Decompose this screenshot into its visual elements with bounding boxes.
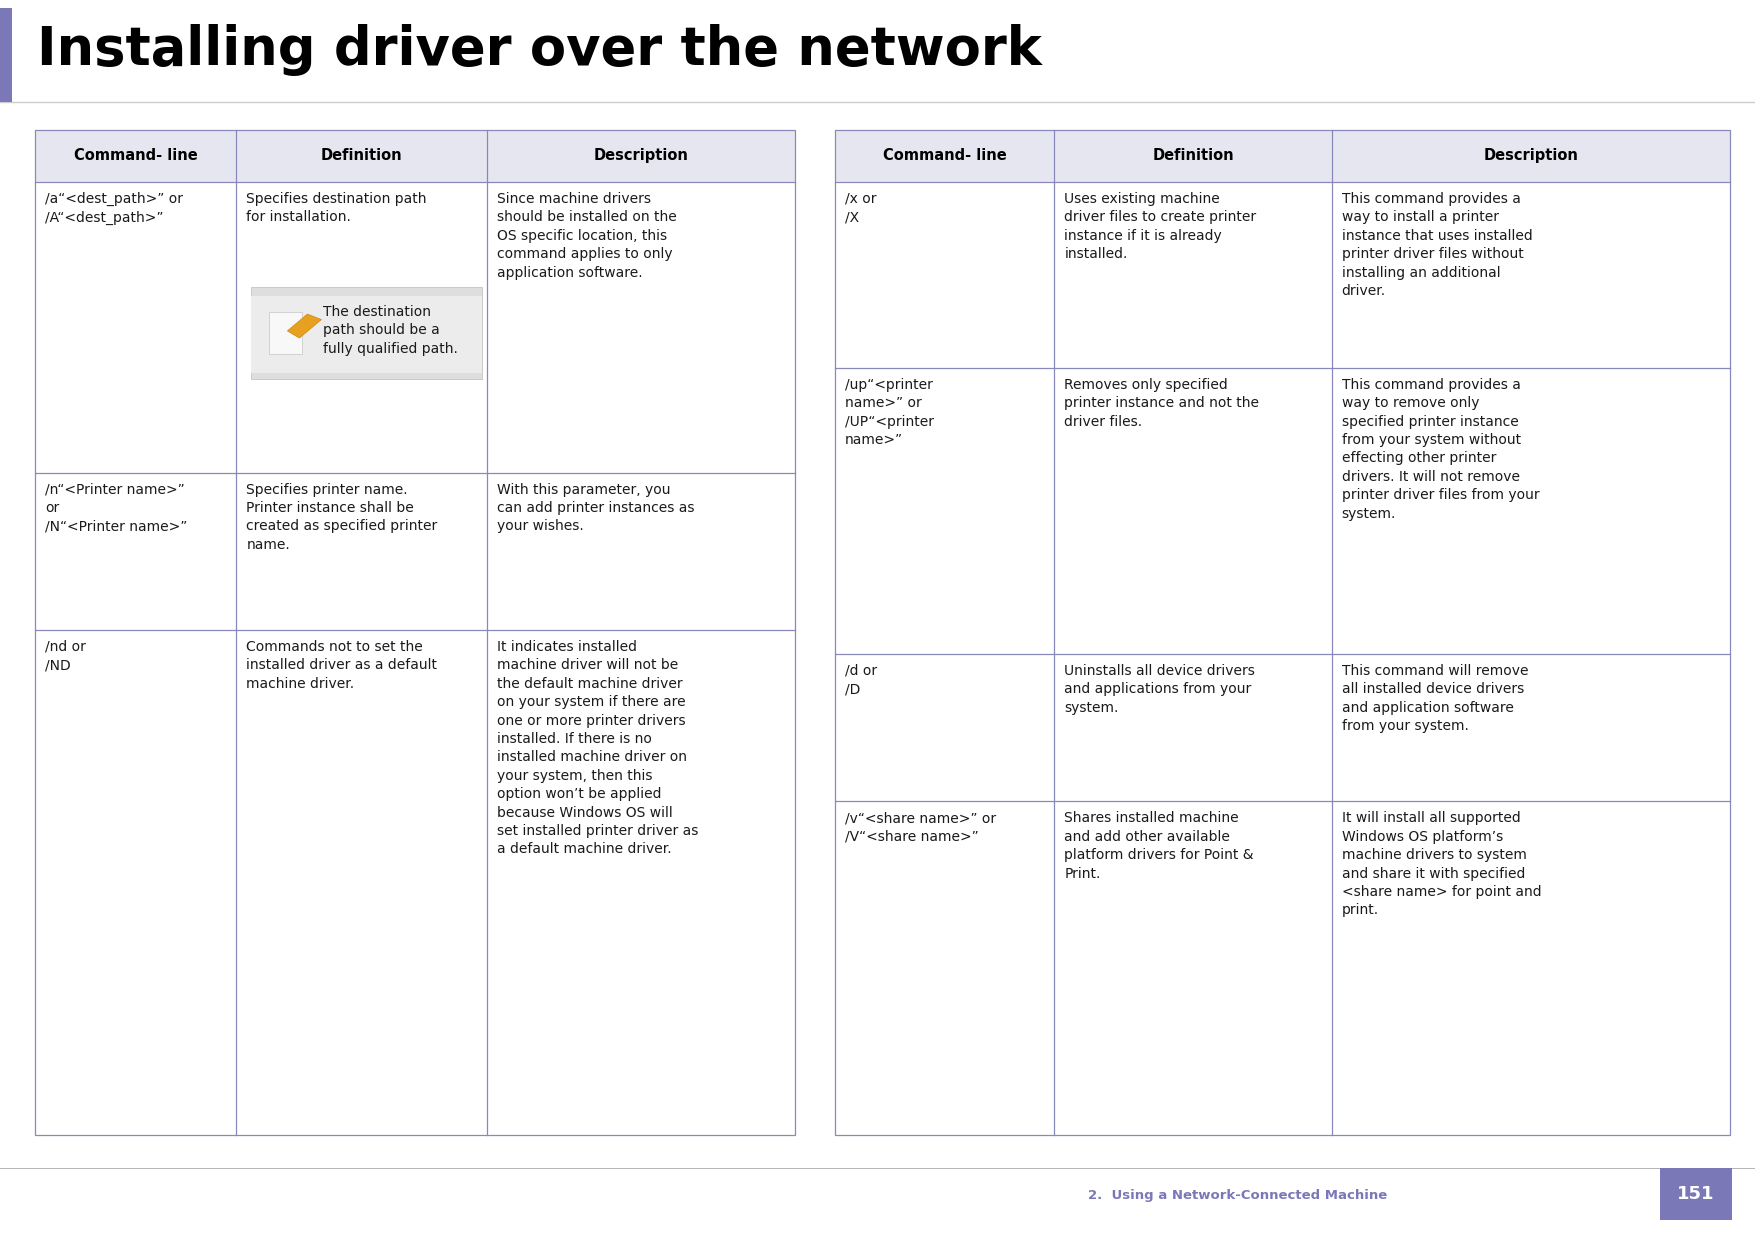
- Text: This command will remove
all installed device drivers
and application software
f: This command will remove all installed d…: [1343, 663, 1529, 733]
- Text: Removes only specified
printer instance and not the
driver files.: Removes only specified printer instance …: [1064, 378, 1260, 429]
- Text: Command- line: Command- line: [883, 149, 1007, 164]
- Bar: [251, 296, 483, 373]
- Text: /nd or
/ND: /nd or /ND: [46, 640, 86, 672]
- Text: This command provides a
way to remove only
specified printer instance
from your : This command provides a way to remove on…: [1343, 378, 1539, 521]
- Text: Specifies printer name.
Printer instance shall be
created as specified printer
n: Specifies printer name. Printer instance…: [246, 482, 437, 552]
- Text: Shares installed machine
and add other available
platform drivers for Point &
Pr: Shares installed machine and add other a…: [1064, 811, 1253, 880]
- Text: Installing driver over the network: Installing driver over the network: [37, 24, 1042, 76]
- Text: /d or
/D: /d or /D: [844, 663, 878, 696]
- Text: 151: 151: [1678, 1185, 1715, 1203]
- Bar: [835, 130, 1730, 182]
- Text: Command- line: Command- line: [74, 149, 198, 164]
- FancyBboxPatch shape: [270, 312, 302, 353]
- Text: Description: Description: [593, 149, 688, 164]
- Text: 2.  Using a Network-Connected Machine: 2. Using a Network-Connected Machine: [1088, 1189, 1388, 1203]
- Text: Uses existing machine
driver files to create printer
instance if it is already
i: Uses existing machine driver files to cr…: [1064, 192, 1257, 262]
- Text: Commands not to set the
installed driver as a default
machine driver.: Commands not to set the installed driver…: [246, 640, 437, 691]
- Bar: [1660, 1168, 1732, 1220]
- Polygon shape: [288, 314, 321, 339]
- Bar: [0, 7, 12, 102]
- Text: Description: Description: [1483, 149, 1578, 164]
- Text: It indicates installed
machine driver will not be
the default machine driver
on : It indicates installed machine driver wi…: [497, 640, 698, 857]
- Text: Definition: Definition: [1153, 149, 1234, 164]
- Text: /n“<Printer name>”
or
/N“<Printer name>”: /n“<Printer name>” or /N“<Printer name>”: [46, 482, 188, 533]
- Text: /x or
/X: /x or /X: [844, 192, 876, 224]
- Text: /a“<dest_path>” or
/A“<dest_path>”: /a“<dest_path>” or /A“<dest_path>”: [46, 192, 183, 224]
- Text: The destination
path should be a
fully qualified path.: The destination path should be a fully q…: [323, 305, 458, 356]
- Text: This command provides a
way to install a printer
instance that uses installed
pr: This command provides a way to install a…: [1343, 192, 1532, 298]
- Bar: [35, 130, 795, 1135]
- FancyBboxPatch shape: [251, 286, 483, 379]
- Text: /up“<printer
name>” or
/UP“<printer
name>”: /up“<printer name>” or /UP“<printer name…: [844, 378, 934, 448]
- Text: /v“<share name>” or
/V“<share name>”: /v“<share name>” or /V“<share name>”: [844, 811, 997, 844]
- Text: Definition: Definition: [321, 149, 402, 164]
- Text: Uninstalls all device drivers
and applications from your
system.: Uninstalls all device drivers and applic…: [1064, 663, 1255, 714]
- Bar: [35, 130, 795, 182]
- Bar: [835, 130, 1730, 1135]
- Text: Since machine drivers
should be installed on the
OS specific location, this
comm: Since machine drivers should be installe…: [497, 192, 677, 279]
- Text: Specifies destination path
for installation.: Specifies destination path for installat…: [246, 192, 426, 224]
- Text: With this parameter, you
can add printer instances as
your wishes.: With this parameter, you can add printer…: [497, 482, 695, 533]
- Text: It will install all supported
Windows OS platform’s
machine drivers to system
an: It will install all supported Windows OS…: [1343, 811, 1541, 918]
